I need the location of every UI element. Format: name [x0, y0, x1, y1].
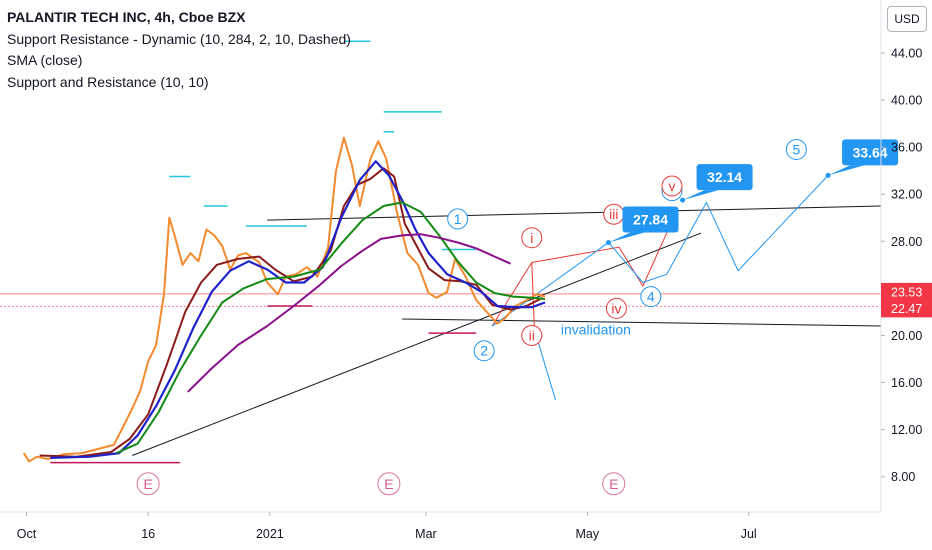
price-tag-box	[881, 299, 932, 318]
price-callout-box	[622, 206, 679, 233]
price-callout-text: 32.14	[707, 169, 742, 185]
sma-green-line	[115, 201, 546, 455]
earnings-marker-text: E	[143, 476, 152, 492]
wave-label-blue-text: 1	[454, 211, 462, 227]
wave-label-blue: 2	[473, 340, 495, 362]
price-tag: 23.53	[881, 282, 932, 301]
earnings-marker-text: E	[609, 476, 618, 492]
invalidation-annotation: invalidation	[561, 321, 631, 337]
earnings-marker-circle	[602, 472, 626, 496]
indicator-support-and-resistance[interactable]: Support and Resistance (10, 10)	[7, 73, 209, 90]
trend-line	[267, 205, 882, 221]
chart-lines-layer	[0, 40, 882, 464]
wave-label-red-text: iv	[611, 300, 621, 316]
price-callout: 27.84	[605, 206, 679, 245]
sma-blue-line	[50, 160, 546, 459]
price-callout-pointer	[682, 190, 719, 201]
wave-label-red: v	[661, 175, 683, 197]
y-tick-label: 8.00	[891, 470, 915, 484]
wave-label-blue-circle	[640, 286, 662, 308]
earnings-marker-circle	[136, 472, 160, 496]
earnings-marker: E	[377, 472, 401, 496]
x-tick-label: May	[576, 527, 600, 541]
x-tick-label: 16	[141, 527, 155, 541]
trend-line	[132, 232, 702, 456]
price-callout: 32.14	[680, 164, 753, 203]
wave-projection-red	[491, 215, 676, 327]
y-tick-label: 20.00	[891, 329, 922, 343]
price-tag-box	[881, 282, 932, 301]
x-tick-label: Mar	[415, 527, 437, 541]
wave-label-red-circle	[605, 297, 627, 319]
wave-label-blue-circle	[473, 340, 495, 362]
wave-label-blue-text: 4	[647, 289, 655, 305]
price-callout-pointer	[608, 232, 645, 243]
wave-label-red: ii	[521, 324, 543, 346]
price-axis[interactable]: 8.0012.0016.0020.0024.0028.0032.0036.004…	[881, 46, 922, 484]
wave-label-blue: 5	[785, 138, 807, 160]
sma-fast-line	[39, 167, 543, 458]
wave-label-red: i	[521, 227, 543, 249]
x-tick-label: 2021	[256, 527, 284, 541]
wave-label-red-circle	[661, 175, 683, 197]
wave-label-red-text: iii	[609, 206, 618, 222]
wave-label-blue: 4	[640, 286, 662, 308]
earnings-marker: E	[136, 472, 160, 496]
x-tick-label: Jul	[741, 527, 757, 541]
wave-label-blue-circle	[447, 208, 469, 230]
price-callout-text: 33.64	[853, 144, 888, 160]
trend-line	[402, 318, 882, 327]
price-callout: 33.64	[825, 139, 899, 178]
price-line	[22, 136, 546, 463]
price-tags: 23.53 22.47	[881, 282, 932, 318]
y-tick-label: 32.00	[891, 188, 922, 202]
price-callout-pointer	[828, 165, 865, 176]
x-tick-label: Oct	[17, 527, 37, 541]
price-callout-text: 27.84	[633, 211, 668, 227]
earnings-marker-circle	[377, 472, 401, 496]
wave-label-red-text: ii	[529, 327, 535, 343]
wave-label-red-text: v	[668, 178, 675, 194]
wave-label-blue: 1	[447, 208, 469, 230]
chart-series-layer	[22, 136, 546, 463]
price-tag-text: 22.47	[891, 302, 922, 316]
chart-labels-layer: 12345iiiiiiivvEEE27.8432.1433.64invalida…	[136, 138, 899, 496]
wave-label-blue-text: 5	[792, 141, 800, 157]
symbol-title[interactable]: PALANTIR TECH INC, 4h, Cboe BZX	[7, 9, 246, 25]
y-tick-label: 12.00	[891, 423, 922, 437]
y-tick-label: 44.00	[891, 46, 922, 60]
indicator-support-resistance-dynamic[interactable]: Support Resistance - Dynamic (10, 284, 2…	[7, 30, 351, 47]
wave-label-red: iv	[605, 297, 627, 319]
earnings-marker-text: E	[384, 476, 393, 492]
y-tick-label: 40.00	[891, 94, 922, 108]
y-tick-label: 36.00	[891, 141, 922, 155]
wave-label-red: iii	[603, 203, 625, 225]
indicator-sma[interactable]: SMA (close)	[7, 52, 83, 68]
earnings-marker: E	[602, 472, 626, 496]
sma-purple-line	[187, 233, 512, 393]
price-callout-box	[842, 139, 899, 166]
wave-label-red-circle	[521, 324, 543, 346]
wave-label-blue-circle	[785, 138, 807, 160]
price-tag: 22.47	[881, 299, 932, 318]
y-tick-label: 16.00	[891, 376, 922, 390]
wave-label-blue-text: 2	[480, 343, 488, 359]
price-callout-box	[696, 164, 753, 191]
wave-label-red-text: i	[530, 230, 533, 246]
chart-legend: PALANTIR TECH INC, 4h, Cboe BZX Support …	[7, 7, 351, 93]
price-tag-text: 23.53	[891, 285, 922, 299]
wave-label-red-circle	[521, 227, 543, 249]
currency-button[interactable]: USD	[887, 6, 927, 32]
y-tick-label: 28.00	[891, 235, 922, 249]
time-axis[interactable]: Oct 16 2021 Mar May Jul	[17, 512, 757, 541]
